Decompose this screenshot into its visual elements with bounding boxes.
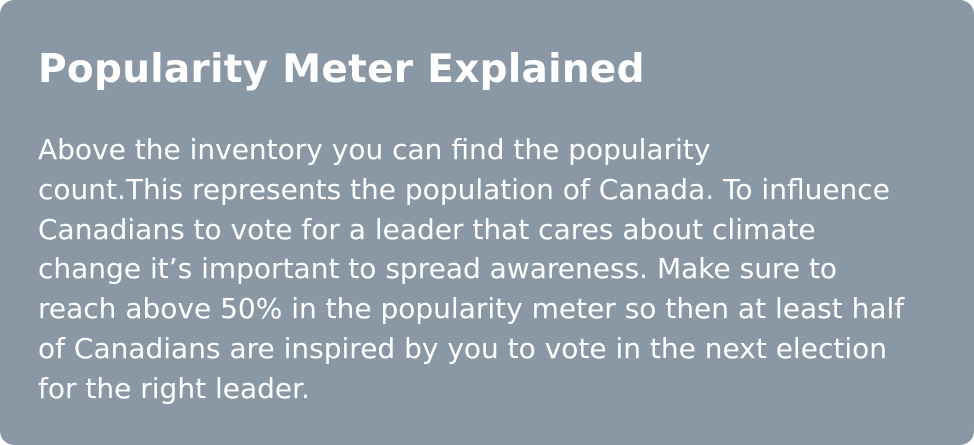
body-line: Canadians to vote for a leader that care… (38, 212, 816, 246)
panel-title: Popularity Meter Explained (38, 47, 645, 92)
body-line: reach above 50% in the popularity meter … (38, 292, 905, 326)
panel-body-text: Above the inventory you can find the pop… (38, 130, 954, 409)
body-line: for the right leader. (38, 371, 310, 405)
body-line: count.This represents the population of … (38, 172, 890, 206)
body-line: change it’s important to spread awarenes… (38, 252, 838, 286)
body-line: of Canadians are inspired by you to vote… (38, 331, 887, 365)
body-line: Above the inventory you can find the pop… (38, 133, 711, 166)
